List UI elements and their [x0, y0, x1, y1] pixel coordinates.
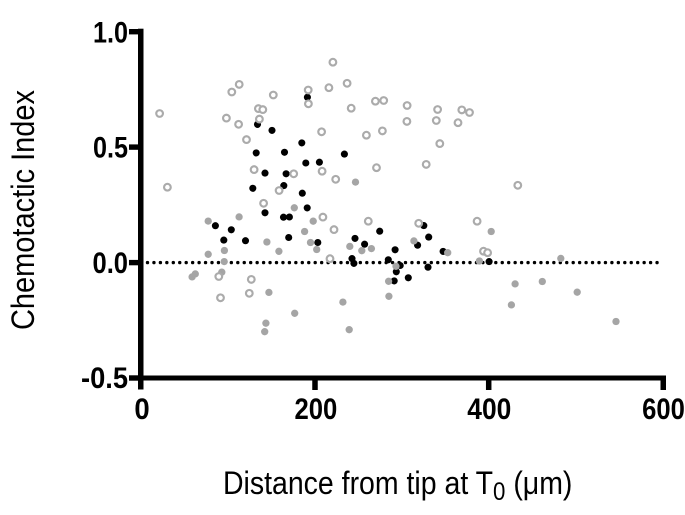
- svg-text:Chemotactic Index: Chemotactic Index: [5, 90, 41, 330]
- svg-text:400: 400: [467, 393, 511, 426]
- svg-text:600: 600: [642, 393, 685, 426]
- svg-text:Distance from tip at T0 (μm): Distance from tip at T0 (μm): [223, 467, 572, 507]
- svg-text:200: 200: [295, 393, 338, 426]
- svg-text:1.0: 1.0: [93, 17, 128, 50]
- svg-text:0.0: 0.0: [93, 247, 129, 280]
- svg-text:-0.5: -0.5: [81, 362, 128, 395]
- svg-text:0.5: 0.5: [93, 132, 128, 165]
- svg-text:0: 0: [134, 393, 149, 426]
